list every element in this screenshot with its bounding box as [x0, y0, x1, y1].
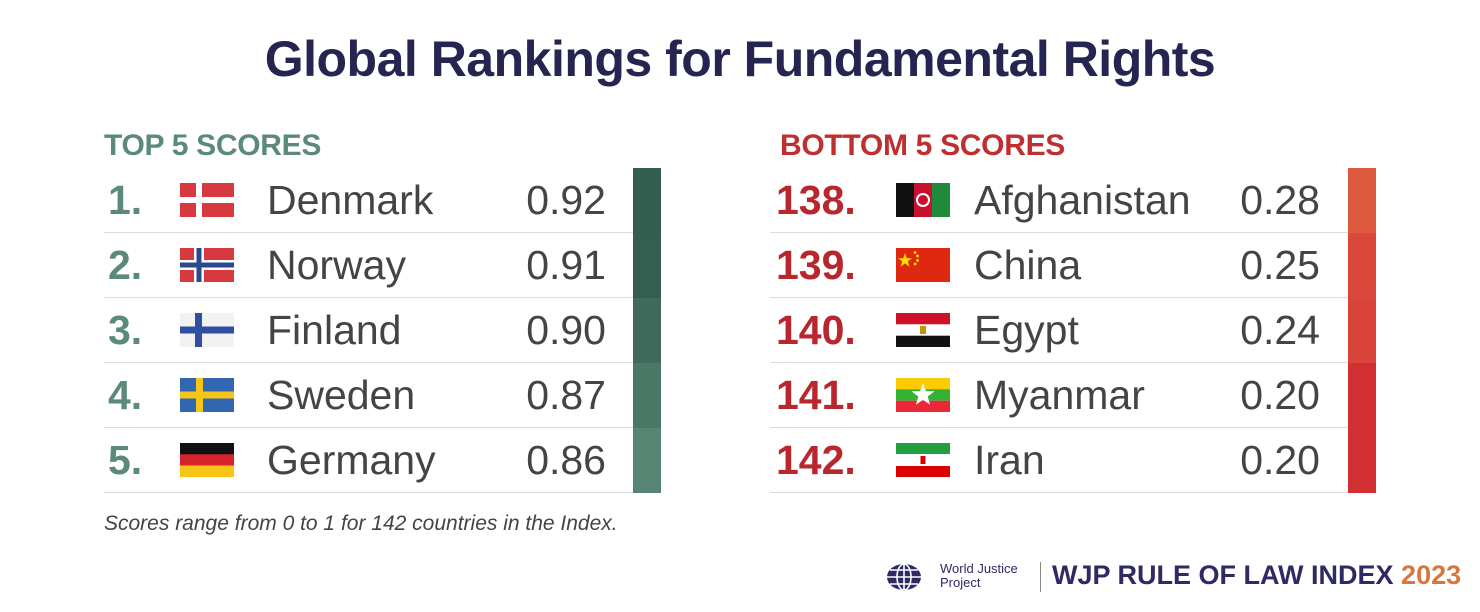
score-bar-segment [1348, 298, 1376, 363]
top-scores-panel: TOP 5 SCORES 1. Denmark 0.92 2. Norway 0… [104, 124, 664, 493]
score-value: 0.91 [526, 242, 606, 288]
country-name: Egypt [974, 307, 1079, 353]
score-bar-segment [633, 233, 661, 298]
score-value: 0.20 [1240, 437, 1320, 483]
china-flag-icon [896, 248, 950, 282]
egypt-flag-icon [896, 313, 950, 347]
top-scores-rows: 1. Denmark 0.92 2. Norway 0.91 3. Finlan… [104, 168, 664, 493]
rank-label: 141. [776, 372, 856, 418]
country-name: Sweden [267, 372, 416, 418]
globe-logo-icon [884, 562, 924, 592]
rank-label: 139. [776, 242, 856, 288]
rank-label: 140. [776, 307, 856, 353]
table-row: 142. Iran 0.20 [770, 428, 1350, 493]
bottom-scores-heading: BOTTOM 5 SCORES [780, 129, 1065, 162]
table-row: 3. Finland 0.90 [104, 298, 636, 363]
org-name: World Justice Project [940, 562, 1040, 590]
footnote: Scores range from 0 to 1 for 142 countri… [104, 512, 618, 535]
page-title: Global Rankings for Fundamental Rights [264, 31, 1216, 87]
rank-label: 138. [776, 177, 856, 223]
country-name: Afghanistan [974, 177, 1191, 223]
rank-label: 5. [108, 437, 143, 483]
score-bar-segment [633, 428, 661, 493]
country-name: Germany [267, 437, 436, 483]
norway-flag-icon [180, 248, 234, 282]
country-name: Norway [267, 242, 406, 288]
iran-flag-icon [896, 443, 950, 477]
table-row: 140. Egypt 0.24 [770, 298, 1350, 363]
sweden-flag-icon [180, 378, 234, 412]
rank-label: 142. [776, 437, 856, 483]
score-value: 0.87 [526, 372, 606, 418]
table-row: 141. Myanmar 0.20 [770, 363, 1350, 428]
score-value: 0.25 [1240, 242, 1320, 288]
score-bar-segment [1348, 428, 1376, 493]
rank-label: 2. [108, 242, 143, 288]
myanmar-flag-icon [896, 378, 950, 412]
bottom-scores-rows: 138. Afghanistan 0.28 139. China 0.25 14… [770, 168, 1380, 493]
score-bar-segment [633, 168, 661, 233]
table-row: 1. Denmark 0.92 [104, 168, 636, 233]
table-row: 139. China 0.25 [770, 233, 1350, 298]
bottom-scores-panel: BOTTOM 5 SCORES 138. Afghanistan 0.28 13… [770, 124, 1380, 493]
country-name: Iran [974, 437, 1045, 483]
score-value: 0.90 [526, 307, 606, 353]
country-name: Myanmar [974, 372, 1145, 418]
index-title: WJP RULE OF LAW INDEX 2023 [1052, 560, 1461, 591]
score-value: 0.92 [526, 177, 606, 223]
score-bar-segment [633, 298, 661, 363]
score-value: 0.28 [1240, 177, 1320, 223]
score-value: 0.24 [1240, 307, 1320, 353]
footer-branding: World Justice Project WJP RULE OF LAW IN… [884, 556, 1461, 596]
rank-label: 4. [108, 372, 143, 418]
top-scores-heading: TOP 5 SCORES [104, 129, 322, 162]
score-bar-segment [633, 363, 661, 428]
score-bar-segment [1348, 363, 1376, 428]
score-bar-segment [1348, 168, 1376, 233]
org-name-line1: World Justice [940, 561, 1018, 576]
country-name: Denmark [267, 177, 434, 223]
rank-label: 1. [108, 177, 143, 223]
rank-label: 3. [108, 307, 143, 353]
score-value: 0.86 [526, 437, 606, 483]
country-name: China [974, 242, 1082, 288]
footer-divider [1040, 562, 1041, 592]
germany-flag-icon [180, 443, 234, 477]
afghanistan-flag-icon [896, 183, 950, 217]
index-label: WJP RULE OF LAW INDEX [1052, 560, 1394, 590]
table-row: 2. Norway 0.91 [104, 233, 636, 298]
table-row: 4. Sweden 0.87 [104, 363, 636, 428]
index-year: 2023 [1401, 560, 1462, 590]
score-value: 0.20 [1240, 372, 1320, 418]
finland-flag-icon [180, 313, 234, 347]
country-name: Finland [267, 307, 402, 353]
org-name-line2: Project [940, 575, 981, 590]
table-row: 5. Germany 0.86 [104, 428, 636, 493]
denmark-flag-icon [180, 183, 234, 217]
score-bar-segment [1348, 233, 1376, 298]
table-row: 138. Afghanistan 0.28 [770, 168, 1350, 233]
